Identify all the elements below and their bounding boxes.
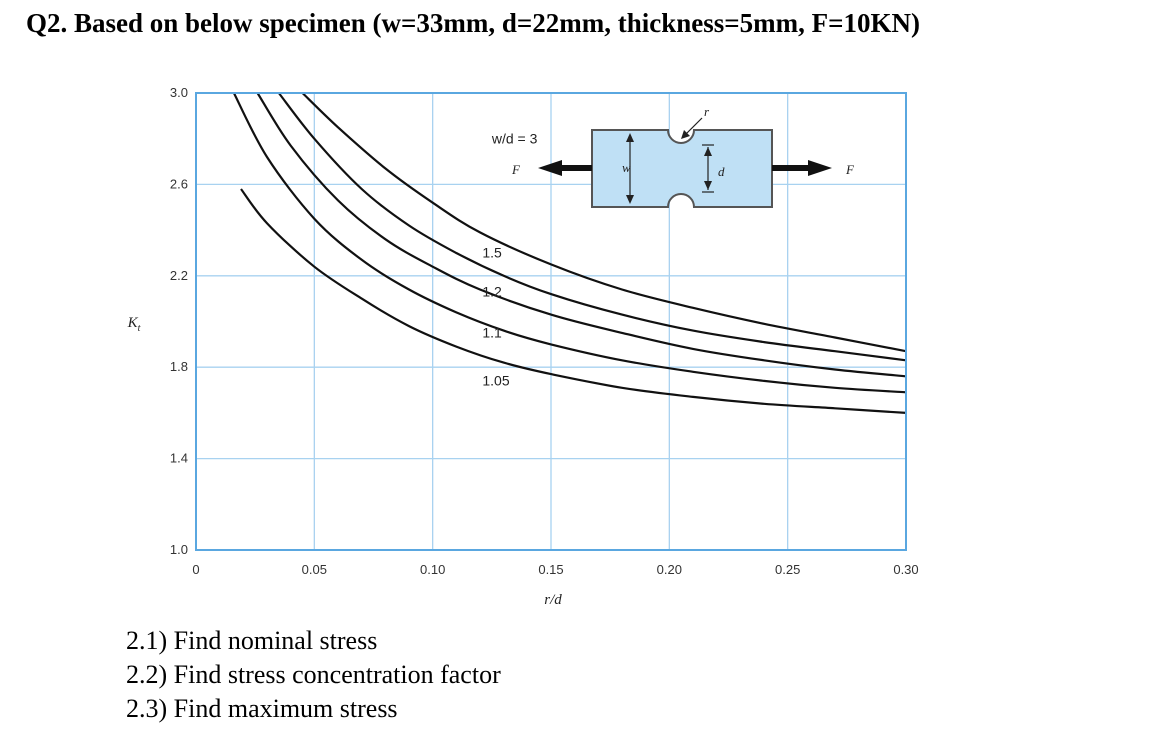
task-maximum-stress: 2.3) Find maximum stress bbox=[126, 694, 398, 723]
curve-label: 1.2 bbox=[482, 283, 502, 299]
depth-arrow-up bbox=[704, 147, 712, 156]
curve-label: w/d = 3 bbox=[491, 130, 538, 146]
x-tick-label: 0.20 bbox=[657, 562, 682, 577]
task-list: 2.1) Find nominal stress 2.2) Find stres… bbox=[126, 624, 501, 726]
kt-curve bbox=[240, 188, 907, 414]
y-axis-label: Kt bbox=[127, 315, 141, 334]
y-tick-label: 1.4 bbox=[170, 451, 188, 466]
curve-label: 1.05 bbox=[482, 372, 509, 388]
x-tick-label: 0.10 bbox=[420, 562, 445, 577]
y-tick-label: 2.6 bbox=[170, 176, 188, 191]
depth-label: d bbox=[718, 164, 725, 179]
kt-curve bbox=[232, 92, 907, 394]
specimen-body bbox=[591, 129, 773, 208]
specimen-diagram: F F w d r bbox=[511, 104, 855, 208]
stress-concentration-chart: 0 0.05 0.10 0.15 0.20 0.25 0.30 1.0 1.4 1.8 2.2 2.6… bbox=[127, 85, 919, 608]
x-tick-label: 0.15 bbox=[538, 562, 563, 577]
y-tick-label: 2.2 bbox=[170, 268, 188, 283]
kt-curve bbox=[256, 92, 907, 378]
right-force-arrowhead bbox=[808, 160, 832, 176]
left-force-label: F bbox=[511, 162, 521, 177]
x-axis-label: r/d bbox=[544, 592, 562, 608]
curve-label: 1.1 bbox=[482, 324, 502, 340]
left-force-arrowhead bbox=[538, 160, 562, 176]
right-force-label: F bbox=[845, 162, 855, 177]
kt-curve bbox=[301, 92, 907, 353]
chart-curves bbox=[232, 92, 907, 414]
depth-arrow-down bbox=[704, 181, 712, 190]
y-tick-label: 1.8 bbox=[170, 359, 188, 374]
curve-labels: w/d = 3 1.5 1.2 1.1 1.05 bbox=[482, 130, 537, 388]
curve-label: 1.5 bbox=[482, 245, 502, 261]
radius-arrowhead bbox=[681, 130, 690, 139]
kt-curve bbox=[277, 92, 907, 362]
x-tick-label: 0 bbox=[192, 562, 199, 577]
task-stress-concentration-factor: 2.2) Find stress concentration factor bbox=[126, 660, 501, 689]
y-tick-label: 1.0 bbox=[170, 542, 188, 557]
task-nominal-stress: 2.1) Find nominal stress bbox=[126, 626, 378, 655]
x-tick-label: 0.25 bbox=[775, 562, 800, 577]
radius-label: r bbox=[704, 104, 710, 119]
x-tick-label: 0.05 bbox=[302, 562, 327, 577]
width-arrow-up bbox=[626, 133, 634, 142]
width-label: w bbox=[622, 160, 631, 175]
x-tick-label: 0.30 bbox=[893, 562, 918, 577]
width-arrow-down bbox=[626, 195, 634, 204]
y-tick-label: 3.0 bbox=[170, 85, 188, 100]
plot-frame bbox=[195, 92, 907, 551]
question-title: Q2. Based on below specimen (w=33mm, d=2… bbox=[26, 8, 921, 38]
tick-labels: 0 0.05 0.10 0.15 0.20 0.25 0.30 1.0 1.4 1.8 2.2 2.6… bbox=[170, 85, 919, 577]
